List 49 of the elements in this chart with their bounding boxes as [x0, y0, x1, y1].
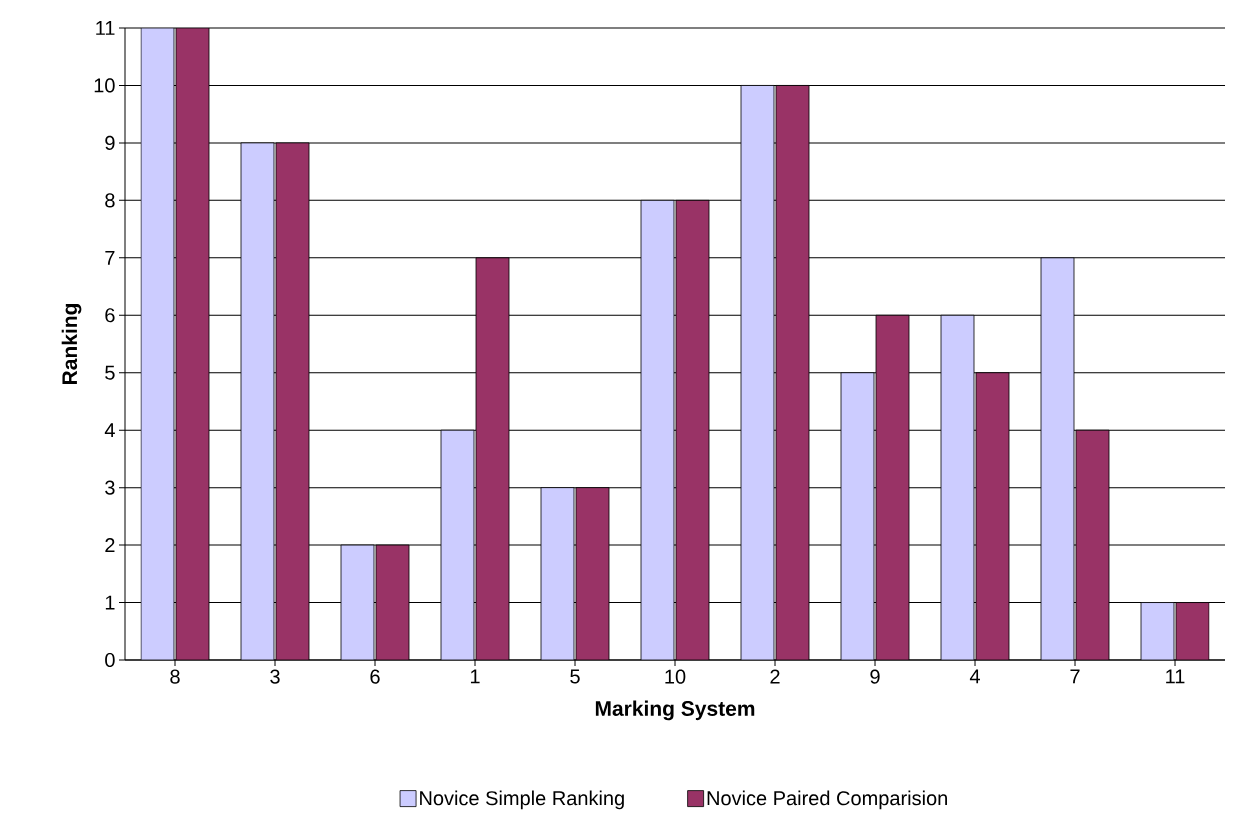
- bar: [575, 487, 610, 660]
- y-axis-title: Ranking: [61, 303, 82, 385]
- bar: [375, 544, 410, 660]
- y-tick-label: 7: [105, 250, 115, 265]
- x-axis-title: Marking System: [595, 700, 755, 721]
- bar: [675, 199, 710, 660]
- x-tick-label: 6: [370, 669, 380, 684]
- y-tick-label: 4: [104, 423, 115, 438]
- bar: [640, 199, 675, 660]
- x-tick-label: 8: [170, 669, 180, 684]
- bar: [740, 85, 775, 660]
- y-tick-label: 6: [105, 308, 115, 323]
- bar: [275, 142, 310, 660]
- bar: [975, 372, 1010, 660]
- bar: [875, 314, 910, 660]
- x-tick-label: 2: [770, 669, 780, 684]
- x-tick-label: 10: [665, 669, 686, 684]
- bar: [1040, 257, 1075, 660]
- bar: [940, 314, 975, 660]
- bar: [240, 142, 275, 660]
- x-tick-label: 3: [270, 669, 280, 684]
- bar: [340, 544, 375, 660]
- x-tick-label: 4: [969, 669, 980, 684]
- bar: [475, 257, 510, 660]
- bar: [775, 85, 810, 660]
- y-tick-label: 1: [105, 595, 115, 610]
- y-tick-label: 0: [105, 652, 115, 668]
- x-tick-label: 7: [1070, 669, 1080, 684]
- bar: [140, 27, 175, 660]
- bar: [1140, 602, 1175, 660]
- y-tick-label: 8: [105, 193, 115, 208]
- bar: [175, 27, 210, 660]
- x-tick-label: 9: [870, 669, 880, 684]
- bar: [1075, 429, 1110, 660]
- x-tick-label: 5: [570, 669, 580, 684]
- legend-label: Novice Paired Comparision: [707, 790, 947, 810]
- y-tick-label: 2: [105, 538, 115, 553]
- y-tick-label: 3: [105, 480, 115, 495]
- y-tick-label: 10: [94, 78, 115, 93]
- bar: [540, 487, 575, 660]
- legend-label: Novice Simple Ranking: [420, 790, 624, 810]
- bar: [440, 429, 475, 660]
- x-tick-label: 11: [1166, 669, 1185, 684]
- y-tick-label: 5: [105, 365, 115, 380]
- bar: [840, 372, 875, 660]
- y-tick-label: 9: [105, 135, 115, 150]
- bar: [1175, 602, 1210, 660]
- y-tick-label: 11: [96, 21, 115, 35]
- x-tick-label: 1: [470, 669, 480, 684]
